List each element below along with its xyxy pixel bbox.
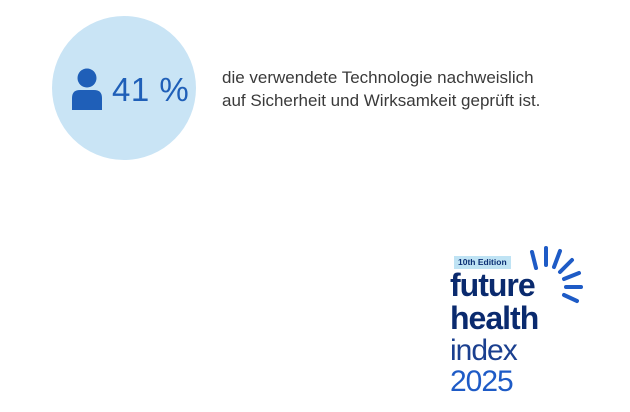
logo-year: 2025	[450, 365, 514, 398]
logo-word-health: health	[450, 300, 539, 336]
stat-circle: 41 %	[52, 16, 196, 160]
edition-badge: 10th Edition	[454, 256, 511, 269]
person-icon	[72, 68, 102, 110]
logo-word-future: future	[450, 267, 536, 303]
stat-value: 41 %	[112, 71, 190, 108]
future-health-index-logo: 10th Edition future health index 2025	[448, 244, 608, 404]
stat-description-line-2: auf Sicherheit und Wirksamkeit geprüft i…	[222, 91, 541, 110]
sunburst-icon	[530, 246, 583, 303]
stat-description: die verwendete Technologie nachweislich …	[222, 66, 602, 112]
stat-description-line-1: die verwendete Technologie nachweislich	[222, 68, 534, 87]
logo-word-index: index	[450, 334, 518, 367]
